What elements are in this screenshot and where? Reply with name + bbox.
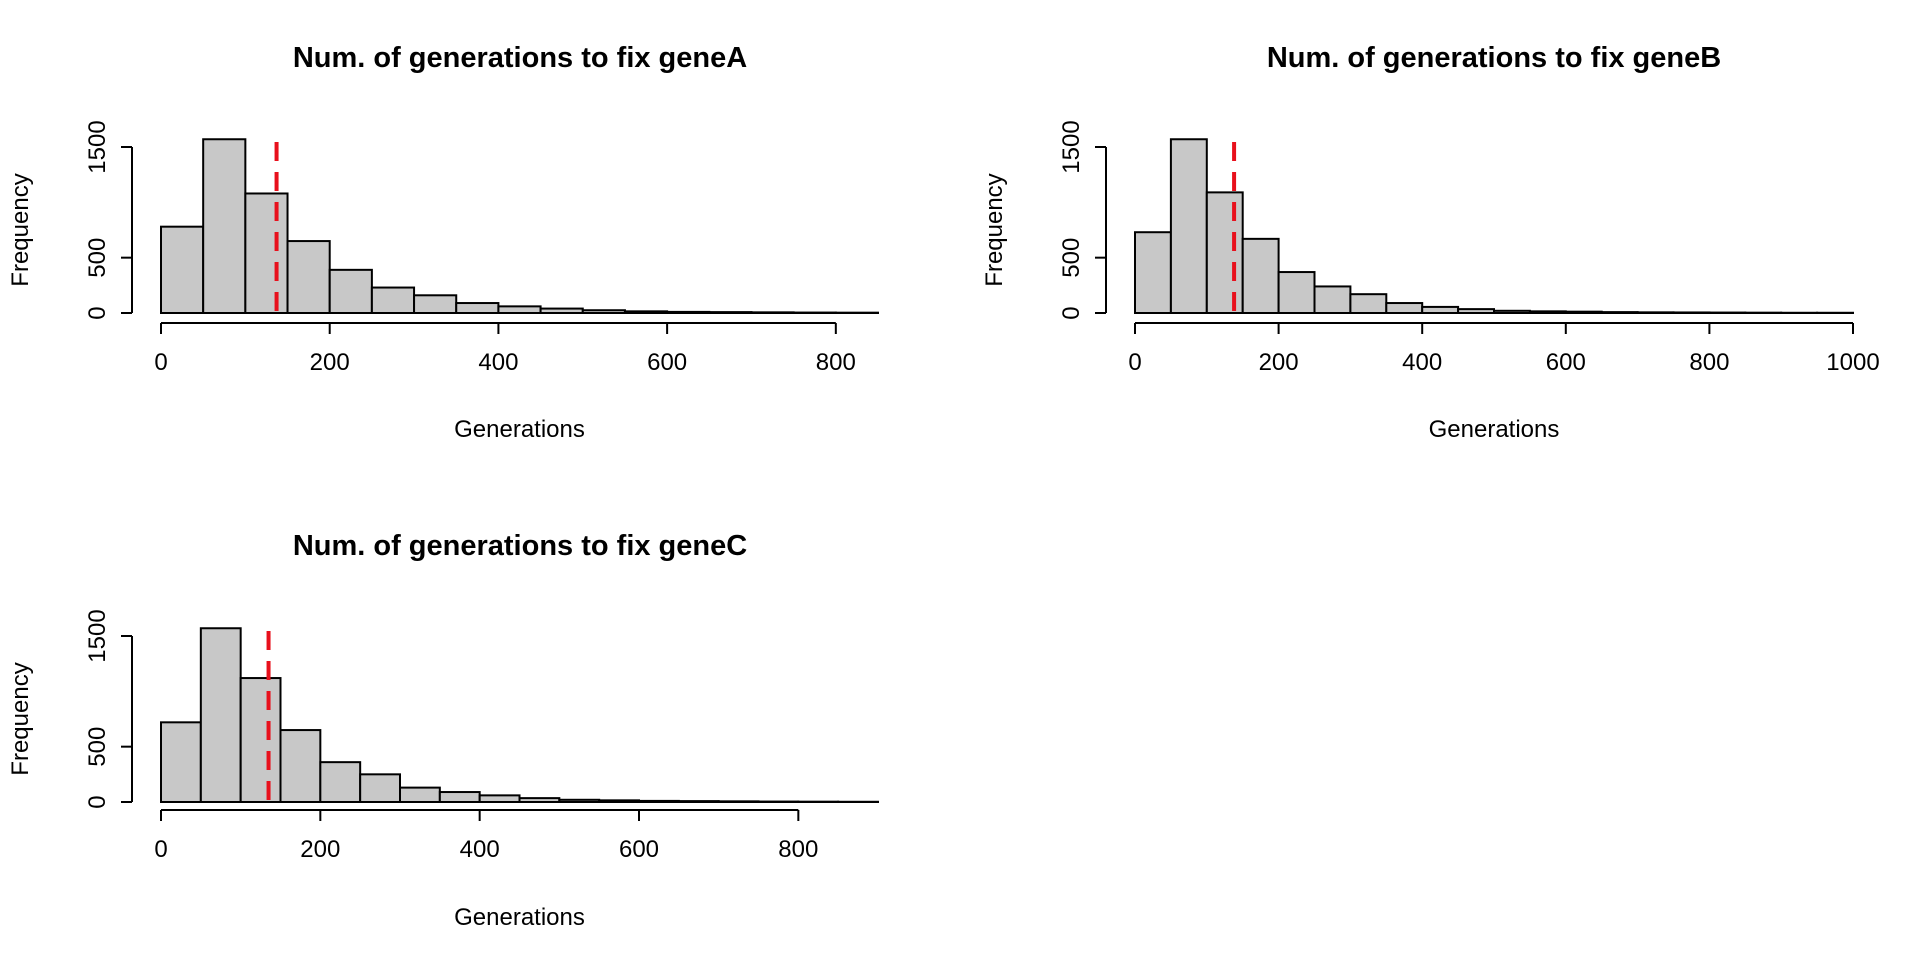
x-tick-label: 800 (1689, 349, 1729, 376)
x-tick-label: 400 (1402, 349, 1442, 376)
y-tick-label: 500 (84, 238, 111, 278)
histogram-bar (677, 800, 720, 804)
histogram-bar (239, 677, 282, 804)
histogram-bar (666, 310, 711, 315)
histogram-bar (750, 311, 795, 314)
y-axis: 0 500 1500 (84, 609, 133, 809)
y-tick-label: 500 (1058, 238, 1085, 278)
histogram-bar (399, 786, 441, 804)
histogram-bar (244, 192, 289, 314)
bars (1134, 138, 1854, 315)
histogram-bar (1169, 138, 1208, 314)
y-axis-label: Frequency (981, 173, 1008, 286)
histogram-bar (202, 138, 247, 314)
histogram-bar (638, 799, 680, 803)
panel-genec: Num. of generations to fix geneC 0 200 400 6… (7, 530, 880, 931)
histogram-bar (1205, 191, 1244, 314)
x-tick-label: 600 (647, 349, 687, 376)
y-axis-label: Frequency (7, 173, 34, 286)
histogram-bar (478, 794, 521, 803)
histogram-bar (717, 800, 760, 803)
chart-title: Num. of generations to fix geneA (293, 42, 747, 74)
y-tick-label: 1500 (84, 609, 111, 662)
y-tick-label: 1500 (1058, 120, 1085, 173)
histogram-bar (199, 627, 242, 804)
x-tick-label: 0 (1128, 349, 1141, 376)
histogram-bar (708, 311, 753, 314)
x-axis: 0 200 400 600 800 (154, 809, 818, 863)
x-tick-label: 0 (154, 836, 167, 863)
x-tick-label: 0 (154, 349, 167, 376)
histogram-bar (1385, 302, 1424, 315)
chart-title: Num. of generations to fix geneC (293, 530, 747, 562)
histogram-bar (1493, 309, 1531, 314)
x-axis-label: Generations (1429, 416, 1560, 443)
histogram-bar (1600, 311, 1639, 314)
bars (160, 138, 880, 315)
histogram-bar (455, 302, 500, 315)
histogram-bar (1636, 311, 1675, 314)
histogram-bar (370, 286, 416, 314)
histogram-bar (558, 798, 601, 804)
histogram-bar (160, 721, 202, 804)
histogram-bar (1349, 293, 1388, 315)
x-tick-label: 800 (778, 836, 818, 863)
x-tick-label: 1000 (1826, 349, 1879, 376)
histogram-bar (328, 268, 373, 314)
x-tick-label: 200 (1259, 349, 1299, 376)
y-tick-label: 1500 (84, 120, 111, 173)
histogram-bar (279, 729, 322, 803)
histogram-bar (413, 294, 458, 315)
histogram-bar (1564, 310, 1603, 314)
histogram-bar (539, 307, 584, 315)
x-tick-label: 600 (619, 836, 659, 863)
y-axis: 0 500 1500 (1058, 120, 1107, 320)
panel-geneb: Num. of generations to fix geneB 0 200 400 6… (981, 42, 1880, 443)
histogram-bar (598, 799, 641, 804)
x-axis-label: Generations (454, 416, 585, 443)
x-tick-label: 400 (478, 349, 518, 376)
histogram-bar (1277, 271, 1316, 315)
y-tick-label: 0 (84, 306, 111, 319)
histogram-bar (1313, 285, 1352, 315)
x-axis: 0 200 400 600 800 (154, 322, 856, 376)
x-tick-label: 200 (310, 349, 350, 376)
y-axis: 0 500 1500 (84, 120, 133, 320)
histogram-bar (359, 773, 401, 803)
chart-title: Num. of generations to fix geneB (1267, 42, 1721, 74)
histogram-bar (1672, 311, 1711, 314)
x-tick-label: 400 (460, 836, 500, 863)
x-axis-label: Generations (454, 904, 585, 931)
histogram-bar (286, 240, 331, 314)
bars (160, 627, 880, 804)
histogram-bar (581, 309, 626, 315)
x-tick-label: 600 (1546, 349, 1586, 376)
histogram-bar (623, 310, 669, 314)
y-axis-label: Frequency (7, 662, 34, 775)
histogram-bar (518, 797, 561, 803)
y-tick-label: 500 (84, 727, 111, 767)
histogram-bar (1134, 231, 1172, 314)
histogram-bar (160, 225, 205, 314)
histogram-bar (1528, 310, 1567, 314)
histogram-bar (1241, 237, 1280, 314)
x-tick-label: 200 (300, 836, 340, 863)
panel-genea: Num. of generations to fix geneA 0 200 400 6… (7, 42, 880, 443)
x-axis: 0 200 400 600 800 1000 (1128, 322, 1880, 376)
x-tick-label: 800 (816, 349, 856, 376)
y-tick-label: 0 (84, 795, 111, 808)
histogram-bar (438, 791, 481, 803)
histogram-bar (497, 305, 542, 314)
histogram-bar (1421, 305, 1460, 314)
histogram-bar (1457, 308, 1495, 315)
histogram-bar (319, 761, 362, 803)
y-tick-label: 0 (1058, 306, 1085, 319)
